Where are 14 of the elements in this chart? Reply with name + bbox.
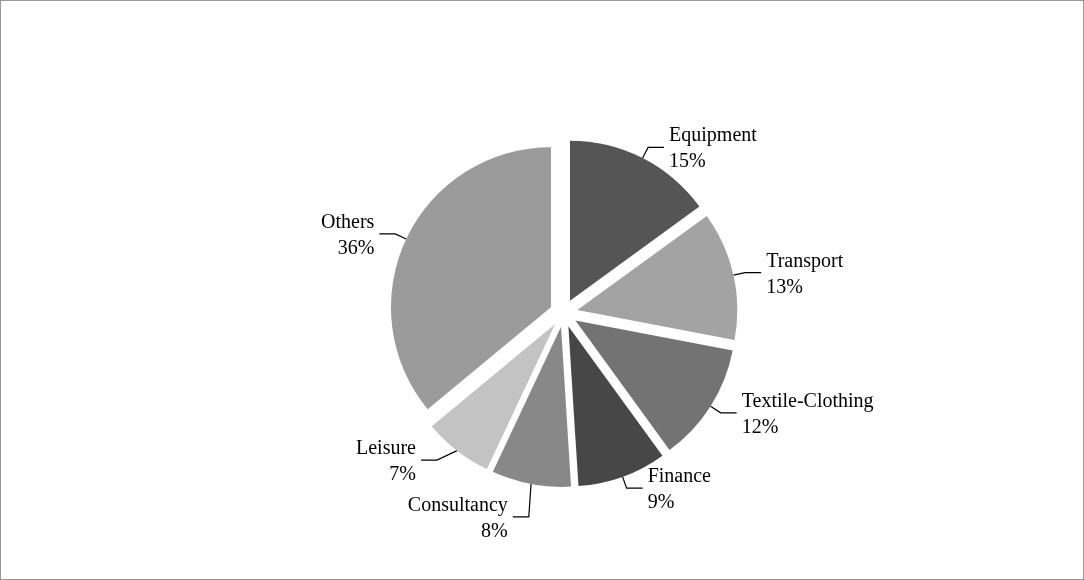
slice-label: Leisure bbox=[356, 436, 417, 459]
data-label: 12% bbox=[741, 414, 779, 437]
slice-label: Others bbox=[321, 209, 375, 232]
data-label: 7% bbox=[389, 462, 417, 485]
data-label: 15% bbox=[669, 149, 706, 172]
slice-label: Finance bbox=[647, 464, 712, 487]
slice-label: Transport bbox=[766, 248, 844, 272]
data-label: 36% bbox=[337, 235, 375, 258]
data-label: 8% bbox=[481, 518, 508, 541]
slice-label: Equipment bbox=[669, 123, 758, 147]
data-label: 9% bbox=[647, 490, 675, 513]
slice-label: Textile-Clothing bbox=[741, 388, 874, 412]
slice-label: Consultancy bbox=[407, 492, 508, 516]
data-label: 13% bbox=[766, 274, 803, 297]
